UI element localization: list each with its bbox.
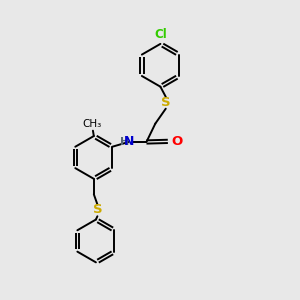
Text: S: S xyxy=(161,96,171,109)
Text: N: N xyxy=(124,135,134,148)
Text: CH₃: CH₃ xyxy=(83,119,102,130)
Text: H: H xyxy=(120,137,130,147)
Text: S: S xyxy=(93,203,102,216)
Text: Cl: Cl xyxy=(154,28,167,41)
Text: O: O xyxy=(171,135,182,148)
